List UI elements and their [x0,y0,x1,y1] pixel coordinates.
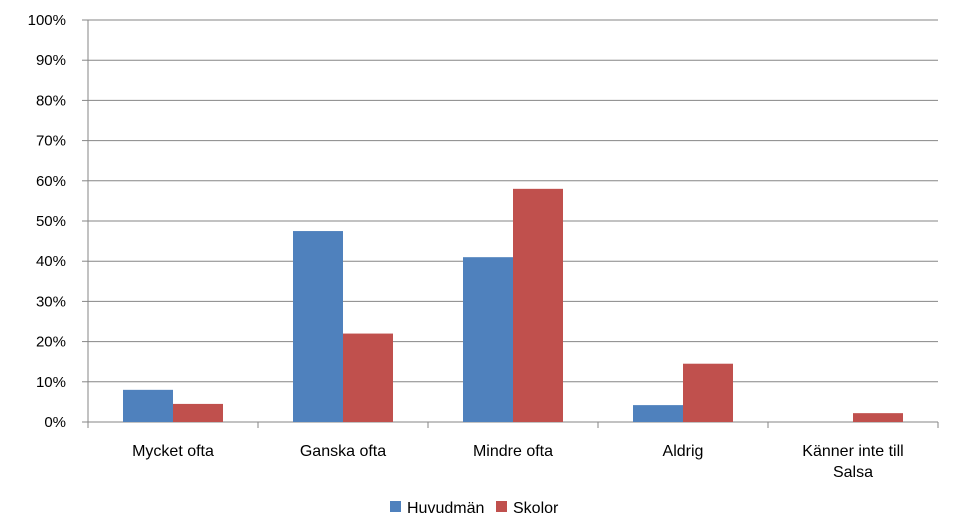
y-tick-label: 0% [44,414,66,431]
y-tick-label: 50% [36,213,66,230]
category-label: Ganska ofta [300,443,386,460]
y-tick-label: 60% [36,173,66,190]
legend-label: Huvudmän [407,500,484,517]
y-tick-label: 100% [28,12,66,29]
y-tick-label: 20% [36,334,66,351]
category-label: Mindre ofta [473,443,553,460]
bar [683,363,733,422]
y-tick-label: 90% [36,52,66,69]
bar [633,405,683,422]
bar [123,389,173,422]
bar [463,257,513,422]
bar [293,231,343,422]
y-tick-label: 40% [36,253,66,270]
bar [513,188,563,422]
legend-label: Skolor [513,500,559,517]
legend-swatch [496,501,507,512]
y-tick-label: 70% [36,133,66,150]
legend-swatch [390,501,401,512]
category-label: Salsa [833,464,873,481]
bar [173,403,223,422]
category-label: Aldrig [663,443,704,460]
y-tick-label: 30% [36,293,66,310]
y-tick-label: 80% [36,92,66,109]
category-label: Känner inte till [802,443,903,460]
bar [853,413,903,422]
bar [343,333,393,422]
y-tick-label: 10% [36,374,66,391]
category-label: Mycket ofta [132,443,214,460]
